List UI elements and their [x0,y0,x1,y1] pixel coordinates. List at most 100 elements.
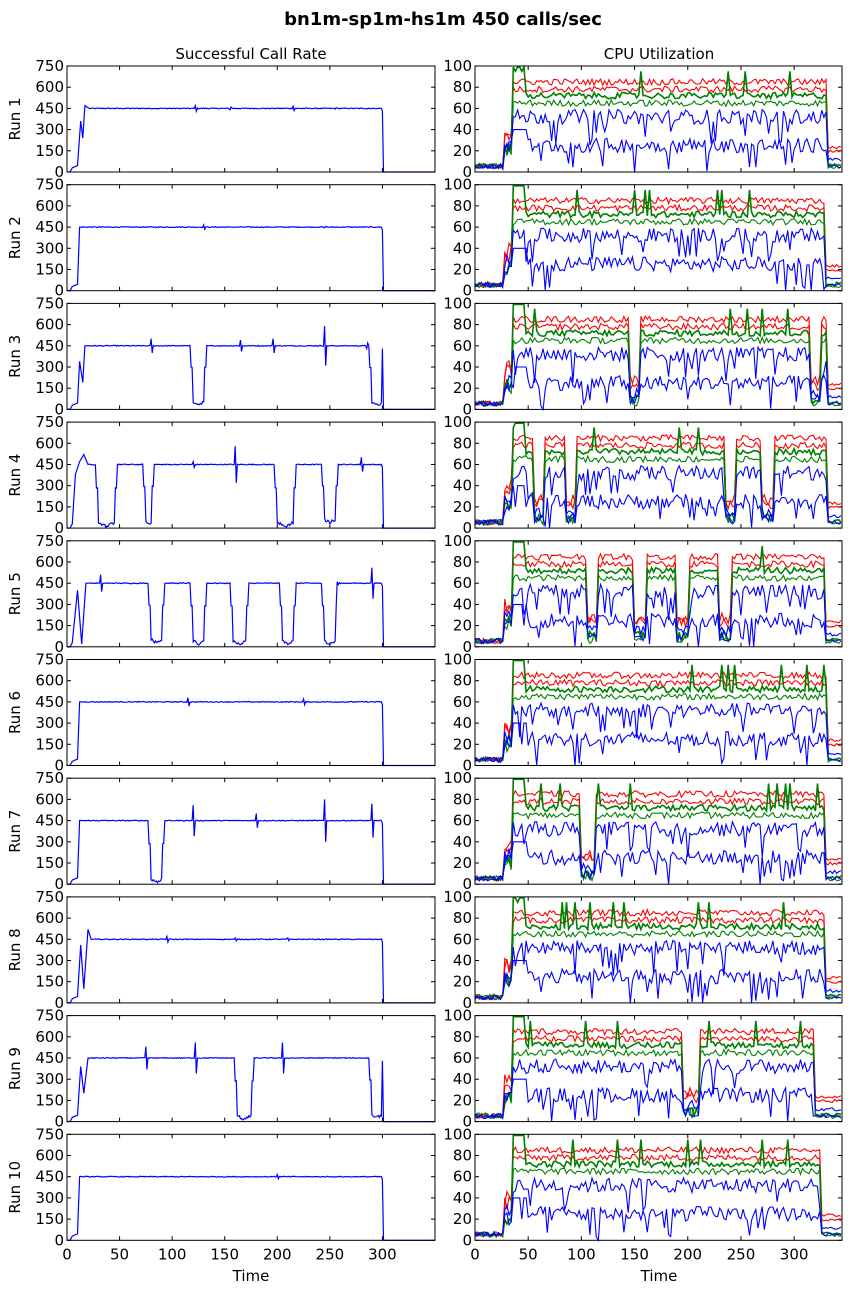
cpu-line [474,572,842,645]
cpu-line [474,1153,842,1238]
call-rate-frame [66,896,436,1004]
call-rate-line [66,446,435,530]
cpu-ytick-label: 20 [453,1091,472,1109]
call-rate-ytick-label: 600 [35,553,64,571]
cpu-ytick-label: 80 [453,672,472,690]
cpu-ytick-label: 60 [453,574,472,592]
call-rate-ytick-label: 0 [54,163,64,181]
call-rate-panel-10: 0 150 300 450 600 750 0 50 100 150 200 250 300 Run 10 [6,1125,436,1263]
run-label: Run 3 [6,335,24,378]
call-rate-line [66,567,435,648]
cpu-ytick-label: 100 [443,294,472,312]
cpu-line [474,64,842,171]
cpu-frame [474,1015,843,1123]
cpu-line [474,797,842,881]
cpu-frame [474,421,843,529]
call-rate-frame [66,659,436,766]
cpu-panel-7: 0 20 40 60 80 100 [443,769,843,893]
cpu-line [474,559,842,645]
cpu-panel-2: 0 20 40 60 80 100 [443,176,843,300]
cpu-ytick-label: 100 [443,1007,472,1025]
cpu-line [474,77,841,170]
right-x-axis-label: Time [640,1267,678,1285]
cpu-line [474,552,842,645]
call-rate-ytick-label: 750 [35,888,64,906]
cpu-xtick-label: 0 [470,1245,480,1263]
cpu-line [474,582,842,645]
call-rate-ytick-label: 0 [54,994,64,1012]
call-rate-ytick-label: 450 [35,812,64,830]
call-rate-ytick-label: 600 [35,1147,64,1165]
call-rate-ytick-label: 600 [35,434,64,452]
cpu-line [474,1015,842,1120]
cpu-ytick-label: 20 [453,498,472,516]
call-rate-ytick-label: 450 [35,99,64,117]
cpu-line [474,959,842,1003]
cpu-line [474,819,842,883]
call-rate-ytick-label: 600 [35,1028,64,1046]
cpu-frame [474,65,843,173]
run-label: Run 8 [6,928,24,971]
cpu-ytick-label: 60 [453,1168,472,1186]
call-rate-ytick-label: 300 [35,1189,64,1207]
cpu-line [474,203,842,289]
cpu-panel-10: 0 20 40 60 80 100 0 50 100 150 200 250 300 [443,1125,843,1263]
cpu-ytick-label: 80 [453,1028,472,1046]
call-rate-ytick-label: 750 [35,1007,64,1025]
cpu-line [474,1145,842,1239]
cpu-line [474,1078,842,1122]
run-label: Run 6 [6,691,24,734]
cpu-panel-8: 0 20 40 60 80 100 [443,888,843,1012]
run-label: Run 1 [6,97,24,140]
cpu-ytick-label: 20 [453,617,472,635]
call-rate-frame [66,184,436,292]
run-label: Run 9 [6,1047,24,1090]
cpu-ytick-label: 40 [453,121,472,139]
cpu-ytick-label: 0 [462,1231,472,1249]
cpu-line [474,929,842,1001]
cpu-ytick-label: 0 [462,994,472,1012]
cpu-ytick-label: 40 [453,595,472,613]
call-rate-line [66,223,435,292]
cpu-line [474,1134,841,1239]
cpu-frame [474,540,843,648]
cpu-line [474,1027,842,1119]
cpu-line [474,692,842,764]
cpu-ytick-label: 40 [453,833,472,851]
call-rate-xtick-label: 250 [316,1245,345,1263]
cpu-ytick-label: 0 [462,638,472,656]
call-rate-ytick-label: 150 [35,261,64,279]
call-rate-panel-8: 0 150 300 450 600 750 Run 8 [6,888,436,1012]
call-rate-ytick-label: 150 [35,973,64,991]
cpu-frame [474,659,843,766]
call-rate-panel-5: 0 150 300 450 600 750 Run 5 [6,532,436,656]
call-rate-ytick-label: 300 [35,358,64,376]
cpu-frame [474,777,843,885]
cpu-xtick-label: 50 [519,1245,538,1263]
cpu-ytick-label: 40 [453,239,472,257]
cpu-line [474,1057,842,1119]
call-rate-ytick-label: 450 [35,456,64,474]
cpu-panel-3: 0 20 40 60 80 100 [443,294,843,418]
run-label: Run 4 [6,454,24,497]
cpu-xtick-label: 200 [673,1245,702,1263]
call-rate-ytick-label: 0 [54,1231,64,1249]
call-rate-ytick-label: 450 [35,1168,64,1186]
call-rate-xtick-label: 200 [263,1245,292,1263]
call-rate-ytick-label: 150 [35,498,64,516]
cpu-ytick-label: 80 [453,1147,472,1165]
call-rate-ytick-label: 0 [54,757,64,775]
call-rate-ytick-label: 300 [35,121,64,139]
call-rate-ytick-label: 150 [35,1091,64,1109]
run-label: Run 5 [6,572,24,615]
run-label: Run 2 [6,216,24,259]
call-rate-line [66,325,435,410]
call-rate-line [66,696,435,767]
call-rate-frame [66,65,436,173]
cpu-line [474,659,842,763]
cpu-ytick-label: 100 [443,413,472,431]
cpu-xtick-label: 250 [727,1245,756,1263]
cpu-ytick-label: 20 [453,1210,472,1228]
cpu-panel-1: 0 20 40 60 80 100 [443,57,843,181]
cpu-line [474,1176,842,1238]
